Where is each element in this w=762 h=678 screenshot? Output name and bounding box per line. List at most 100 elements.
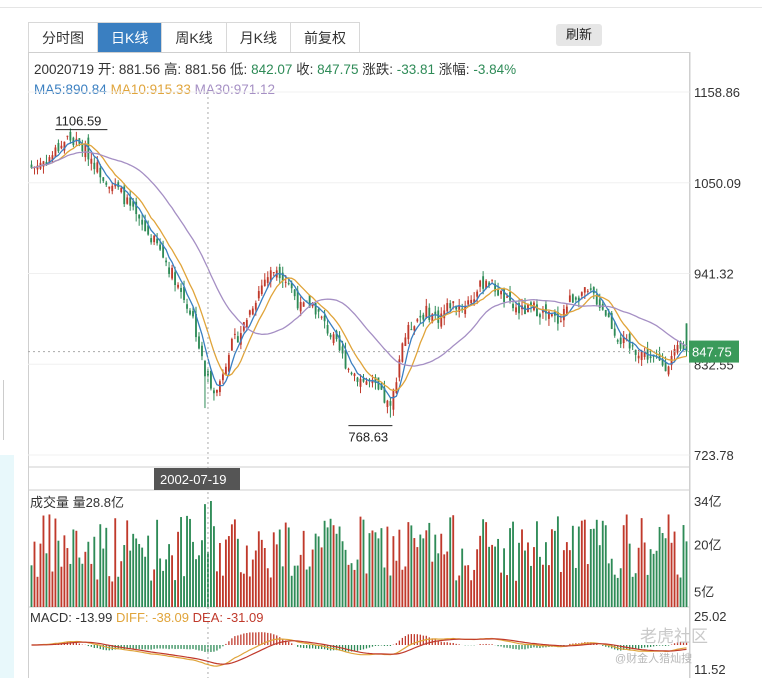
volume-bar [344, 549, 347, 607]
tab-weekly-k[interactable]: 周K线 [162, 23, 227, 53]
candle-body [676, 344, 679, 353]
candle-body [227, 355, 230, 372]
top-divider [0, 7, 762, 8]
change-label: 涨跌: [362, 62, 393, 77]
candle-body [464, 306, 467, 315]
candle-body [479, 280, 482, 287]
volume-bar [183, 576, 185, 607]
candle-body [518, 303, 520, 314]
candle-body [192, 311, 194, 317]
candle-body [210, 370, 212, 389]
ma5-line [31, 139, 687, 399]
price-tick-label: 1158.86 [694, 85, 740, 100]
candle-body [278, 266, 281, 279]
candle-body [204, 361, 206, 377]
volume-bar [661, 533, 664, 607]
volume-bar [404, 566, 407, 607]
volume-bar [365, 573, 368, 607]
volume-bar [509, 528, 511, 607]
volume-bar [488, 546, 491, 607]
ma5-value: 890.84 [65, 82, 107, 97]
volume-bar [652, 553, 655, 607]
volume-bar [227, 536, 230, 607]
tab-forward-adjusted[interactable]: 前复权 [291, 23, 360, 53]
volume-bar [506, 575, 508, 607]
candle-body [583, 287, 586, 293]
candle-body [290, 283, 293, 289]
volume-bar [338, 526, 341, 607]
candle-body [446, 303, 449, 312]
tab-intraday[interactable]: 分时图 [29, 23, 98, 53]
open-value: 881.56 [118, 62, 161, 77]
candle-body [132, 201, 135, 207]
volume-bar [383, 567, 386, 607]
candle-body [536, 304, 538, 317]
volume-bar [577, 526, 580, 607]
open-label: 开: [97, 62, 116, 77]
left-scrollbar[interactable] [3, 380, 12, 440]
candle-body [314, 302, 317, 315]
candle-body [473, 299, 476, 303]
candle-body [48, 157, 51, 163]
volume-bar [494, 546, 497, 607]
candle-body [392, 389, 395, 410]
candle-body [461, 308, 464, 310]
candle-body [156, 238, 159, 244]
candle-body [108, 186, 111, 189]
ma10-value: 915.33 [149, 82, 191, 97]
volume-bar [386, 526, 389, 607]
refresh-button[interactable]: 刷新 [556, 24, 602, 46]
volume-bar [547, 565, 550, 607]
candle-body [413, 326, 416, 331]
close-label: 收: [296, 62, 314, 77]
volume-bar [87, 541, 90, 607]
candle-body [90, 158, 93, 164]
tab-monthly-k[interactable]: 月K线 [226, 23, 292, 53]
volume-bar [631, 576, 634, 607]
candle-body [99, 167, 102, 178]
candle-body [371, 379, 374, 384]
macd-tick-label: 25.02 [694, 609, 727, 624]
volume-bar [392, 536, 395, 607]
candle-body [431, 314, 434, 323]
candle-body [482, 276, 485, 289]
candle-body [144, 220, 147, 232]
candle-body [174, 272, 176, 286]
volume-bar [673, 531, 676, 607]
volume-bar [464, 565, 467, 607]
volume-bar [446, 551, 449, 607]
volume-bar [39, 543, 42, 607]
volume-bar [368, 533, 371, 607]
volume-bar [443, 554, 446, 607]
volume-bar [36, 576, 39, 607]
volume-bar [108, 576, 111, 607]
volume-bar [284, 522, 287, 607]
volume-bar [90, 563, 93, 607]
volume-bar [350, 563, 353, 607]
candle-body [365, 381, 368, 385]
candle-body [233, 333, 236, 335]
volume-bar [189, 518, 191, 607]
volume-bar [530, 565, 532, 607]
candle-body [359, 378, 362, 387]
candle-body [254, 302, 257, 310]
volume-bar [377, 538, 380, 607]
volume-bar [192, 541, 194, 607]
candle-body [494, 283, 497, 292]
price-tick-label: 1050.09 [694, 176, 741, 191]
volume-bar [518, 542, 520, 607]
volume-bar [422, 538, 425, 607]
volume-bar [586, 564, 589, 607]
volume-bar [150, 580, 153, 607]
candle-body [565, 306, 568, 314]
volume-bar [610, 558, 613, 607]
candle-body [685, 323, 688, 352]
low-annotation: 768.63 [348, 430, 388, 445]
tab-daily-k[interactable]: 日K线 [98, 23, 163, 53]
volume-bar [195, 559, 197, 607]
candle-body [284, 281, 287, 283]
volume-bar [72, 529, 75, 607]
volume-bar [30, 565, 33, 607]
volume-bar [144, 556, 147, 607]
